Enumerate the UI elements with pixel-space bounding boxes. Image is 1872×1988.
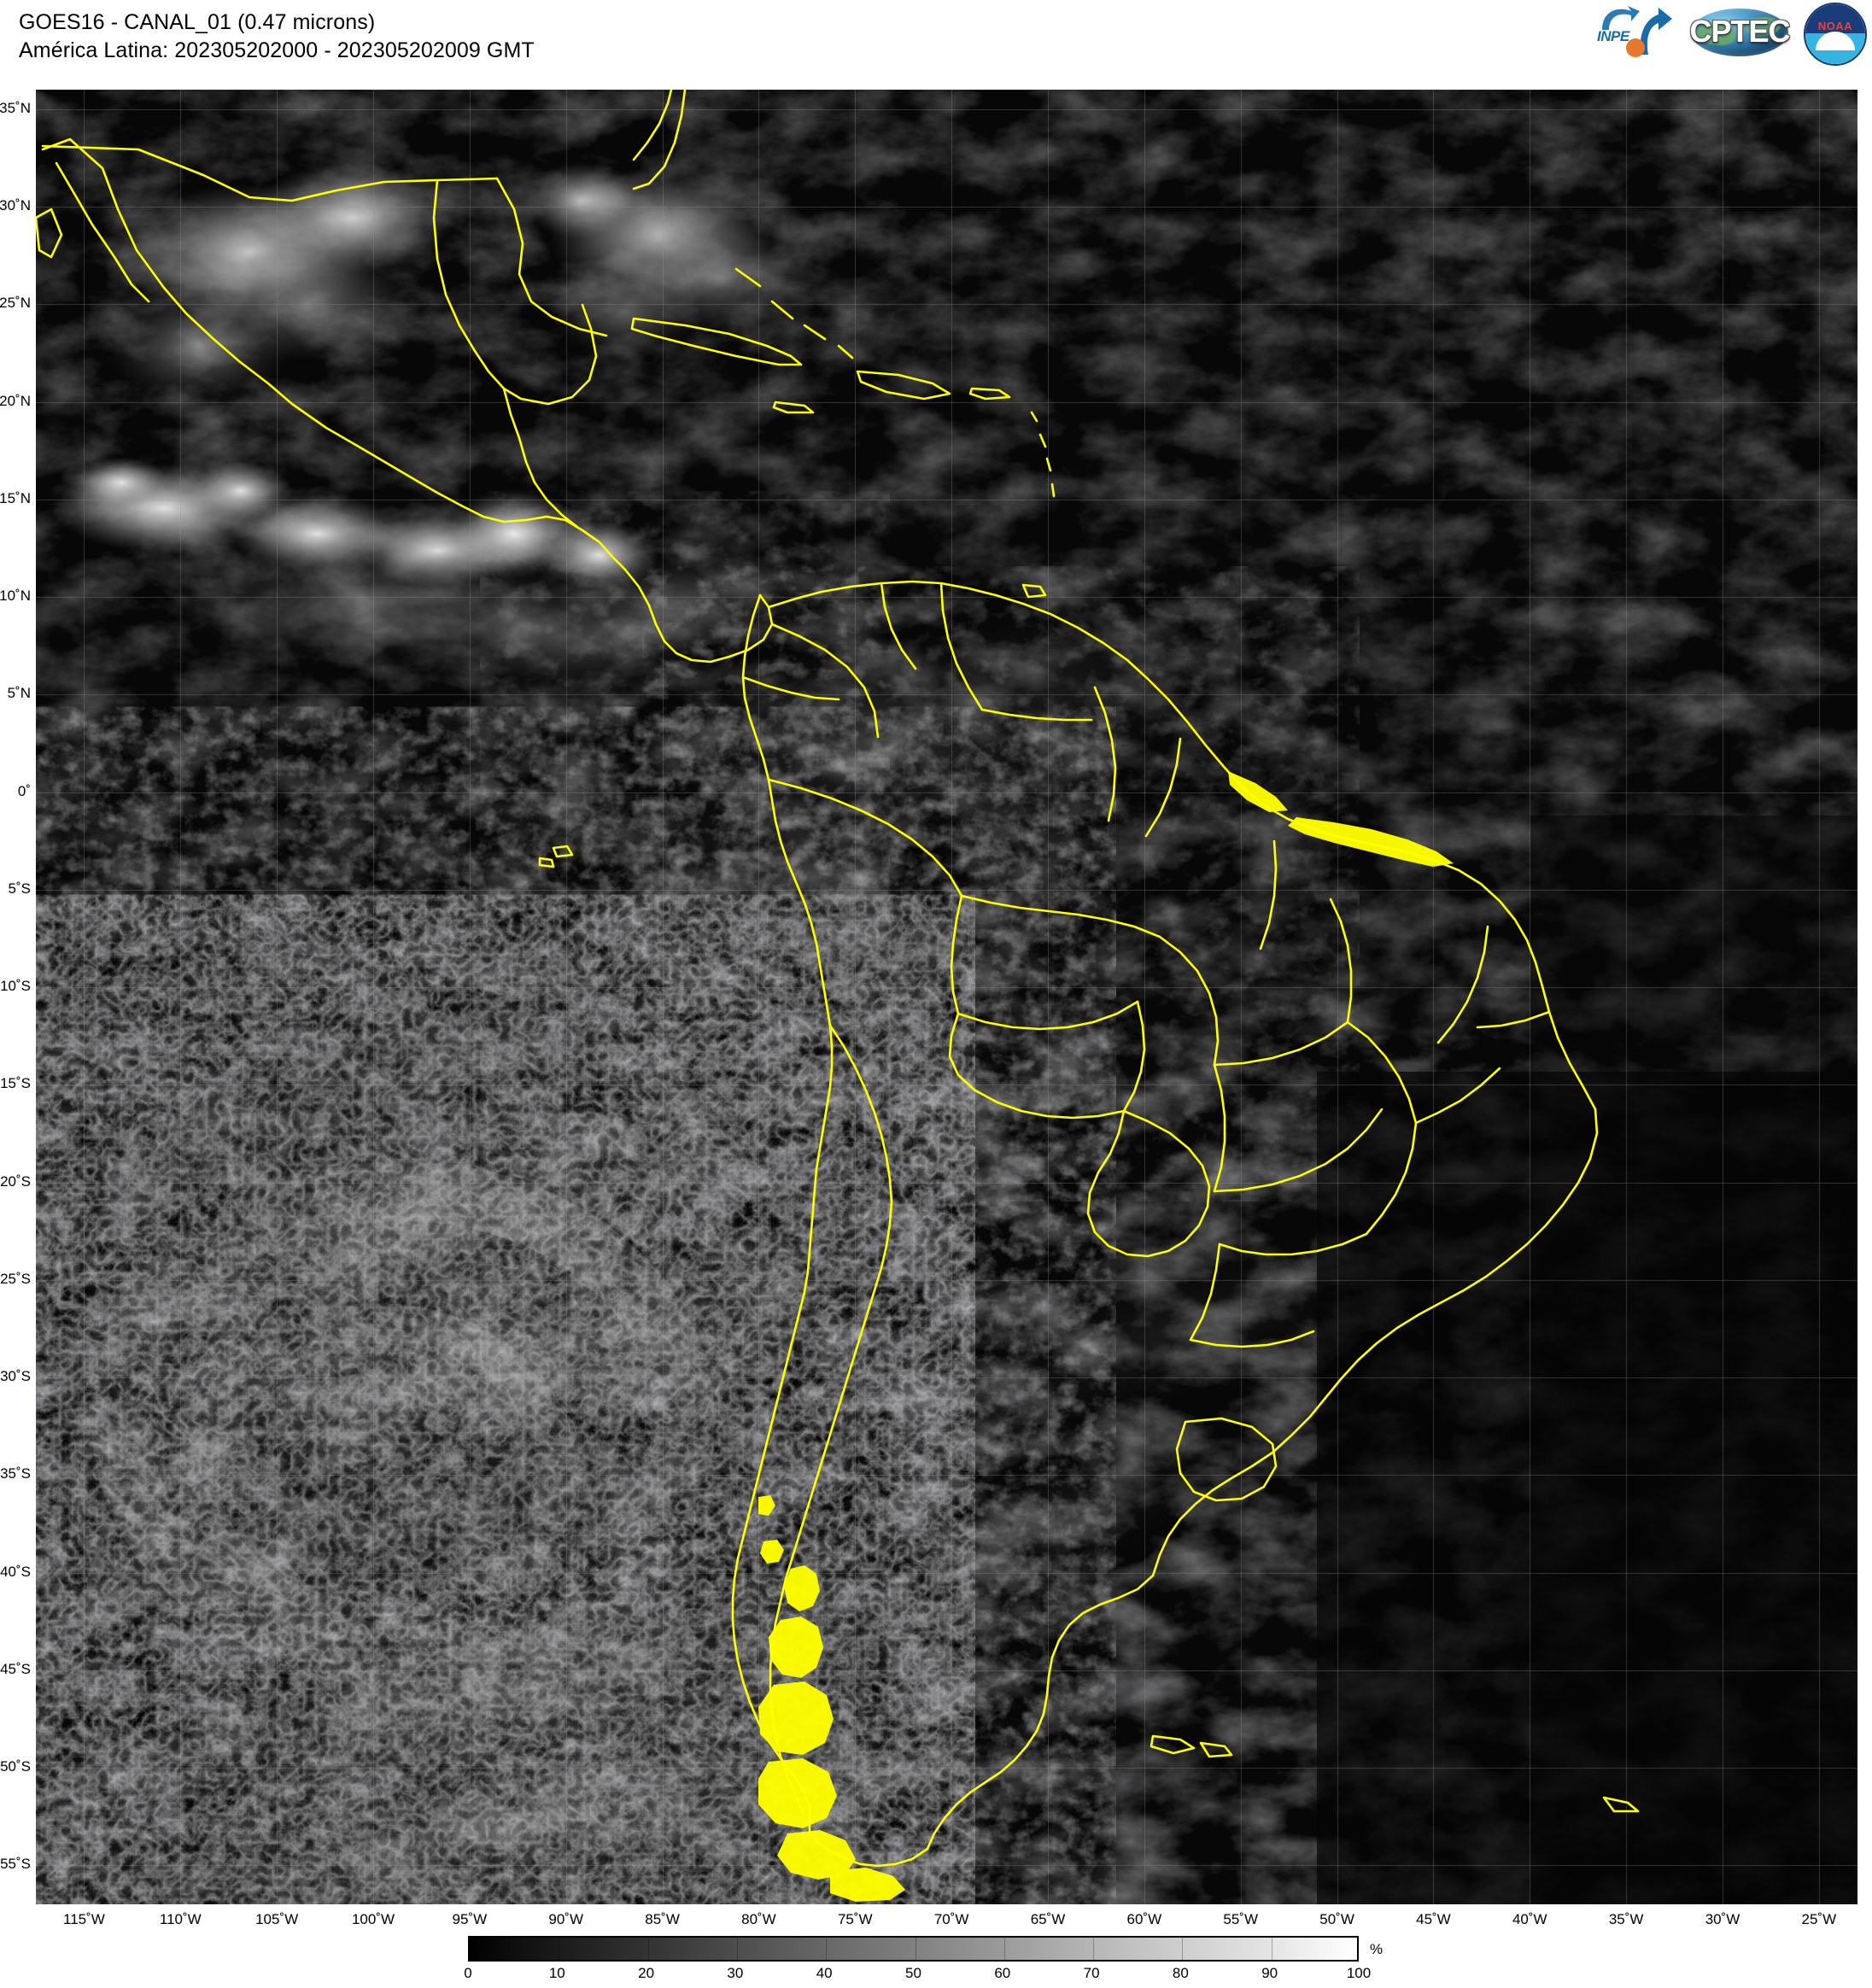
lat-tick-label: 10˚N — [0, 588, 31, 605]
logo-bar: INPE CPTEC NOAA — [1595, 2, 1867, 66]
colorbar-tick-label: 70 — [1083, 1965, 1100, 1981]
lon-tick-label: 70˚W — [933, 1911, 969, 1927]
cptec-globe-icon — [1691, 9, 1788, 56]
lon-tick-label: 100˚W — [351, 1911, 395, 1927]
lat-tick-label: 40˚S — [0, 1563, 31, 1580]
cptec-logo-text: CPTEC — [1689, 14, 1790, 49]
lon-tick-label: 65˚W — [1030, 1911, 1066, 1927]
colorbar-tick-label: 60 — [994, 1965, 1011, 1981]
title-line-region-time: América Latina: 202305202000 - 202305202… — [19, 38, 535, 62]
lat-tick-label: 20˚N — [0, 392, 31, 409]
colorbar-tick-label: 100 — [1346, 1965, 1372, 1981]
lat-tick-label: 30˚N — [0, 197, 31, 214]
colorbar-tick — [826, 1938, 828, 1960]
colorbar-unit-label: % — [1370, 1941, 1384, 1957]
lon-tick-label: 25˚W — [1801, 1911, 1837, 1927]
lat-tick-label: 35˚N — [0, 99, 31, 116]
inpe-orange-dot-icon — [1626, 38, 1645, 57]
noaa-logo-text: NOAA — [1817, 20, 1853, 32]
noaa-bird-icon — [1816, 32, 1855, 51]
lon-tick-label: 85˚W — [645, 1911, 680, 1927]
inpe-logo-text: INPE — [1597, 28, 1629, 44]
cptec-logo: CPTEC — [1688, 3, 1792, 62]
lat-tick-label: 25˚S — [0, 1270, 31, 1287]
lat-tick-label: 15˚S — [0, 1075, 31, 1092]
inpe-arrow-icon — [1640, 8, 1672, 55]
noaa-logo: NOAA — [1802, 3, 1867, 66]
title-line-satellite-channel: GOES16 - CANAL_01 (0.47 microns) — [19, 10, 376, 34]
header-bar: GOES16 - CANAL_01 (0.47 microns) América… — [0, 0, 1872, 90]
lat-tick-label: 20˚S — [0, 1172, 31, 1190]
lat-tick-label: 50˚S — [0, 1758, 31, 1775]
lon-tick-label: 115˚W — [63, 1911, 105, 1927]
colorbar-tick-label: 0 — [464, 1965, 472, 1981]
lon-tick-label: 30˚W — [1705, 1911, 1740, 1927]
colorbar-gradient[interactable] — [468, 1936, 1359, 1962]
lon-tick-label: 105˚W — [255, 1911, 299, 1927]
lat-tick-label: 45˚S — [0, 1660, 31, 1677]
lon-tick-label: 110˚W — [159, 1911, 202, 1927]
lat-tick-label: 25˚N — [0, 295, 31, 312]
colorbar-tick-label: 20 — [638, 1965, 655, 1981]
lon-tick-label: 95˚W — [452, 1911, 488, 1927]
lon-tick-label: 50˚W — [1319, 1911, 1354, 1927]
lat-tick-label: 30˚S — [0, 1368, 31, 1385]
lat-tick-label: 10˚S — [0, 978, 31, 995]
inpe-loop-icon — [1602, 6, 1640, 30]
lon-tick-label: 60˚W — [1126, 1911, 1162, 1927]
colorbar-tick — [1182, 1938, 1184, 1960]
page-title: GOES16 - CANAL_01 (0.47 microns) América… — [19, 9, 535, 65]
colorbar-tick-label: 90 — [1261, 1965, 1278, 1981]
colorbar[interactable]: % 0 10 20 30 40 50 60 70 80 90 100 — [464, 1936, 1407, 1981]
lat-tick-label: 15˚N — [0, 489, 31, 506]
lat-tick-label: 55˚S — [0, 1856, 31, 1873]
lat-tick-label: 0˚ — [17, 782, 31, 799]
colorbar-tick — [736, 1938, 738, 1960]
lat-tick-label: 5˚N — [7, 685, 31, 702]
noaa-seal-icon: NOAA — [1804, 3, 1867, 66]
colorbar-tick — [1093, 1938, 1095, 1960]
coastline-border-overlay — [36, 90, 1857, 1904]
colorbar-tick-label: 80 — [1172, 1965, 1189, 1981]
colorbar-tick-label: 30 — [727, 1965, 744, 1981]
lon-tick-label: 90˚W — [548, 1911, 584, 1927]
lon-tick-label: 40˚W — [1512, 1911, 1547, 1927]
lon-tick-label: 80˚W — [741, 1911, 776, 1927]
satellite-map-panel[interactable] — [36, 90, 1857, 1904]
colorbar-tick — [1003, 1938, 1005, 1960]
lon-tick-label: 75˚W — [837, 1911, 873, 1927]
colorbar-tick-label: 50 — [905, 1965, 921, 1981]
colorbar-tick-label: 10 — [548, 1965, 565, 1981]
lon-tick-label: 55˚W — [1223, 1911, 1259, 1927]
colorbar-tick — [647, 1938, 649, 1960]
inpe-logo: INPE — [1595, 3, 1677, 62]
lat-tick-label: 35˚S — [0, 1465, 31, 1482]
colorbar-tick-label: 40 — [816, 1965, 833, 1981]
lon-tick-label: 35˚W — [1608, 1911, 1644, 1927]
lat-tick-label: 5˚S — [8, 880, 31, 897]
lon-tick-label: 45˚W — [1416, 1911, 1451, 1927]
